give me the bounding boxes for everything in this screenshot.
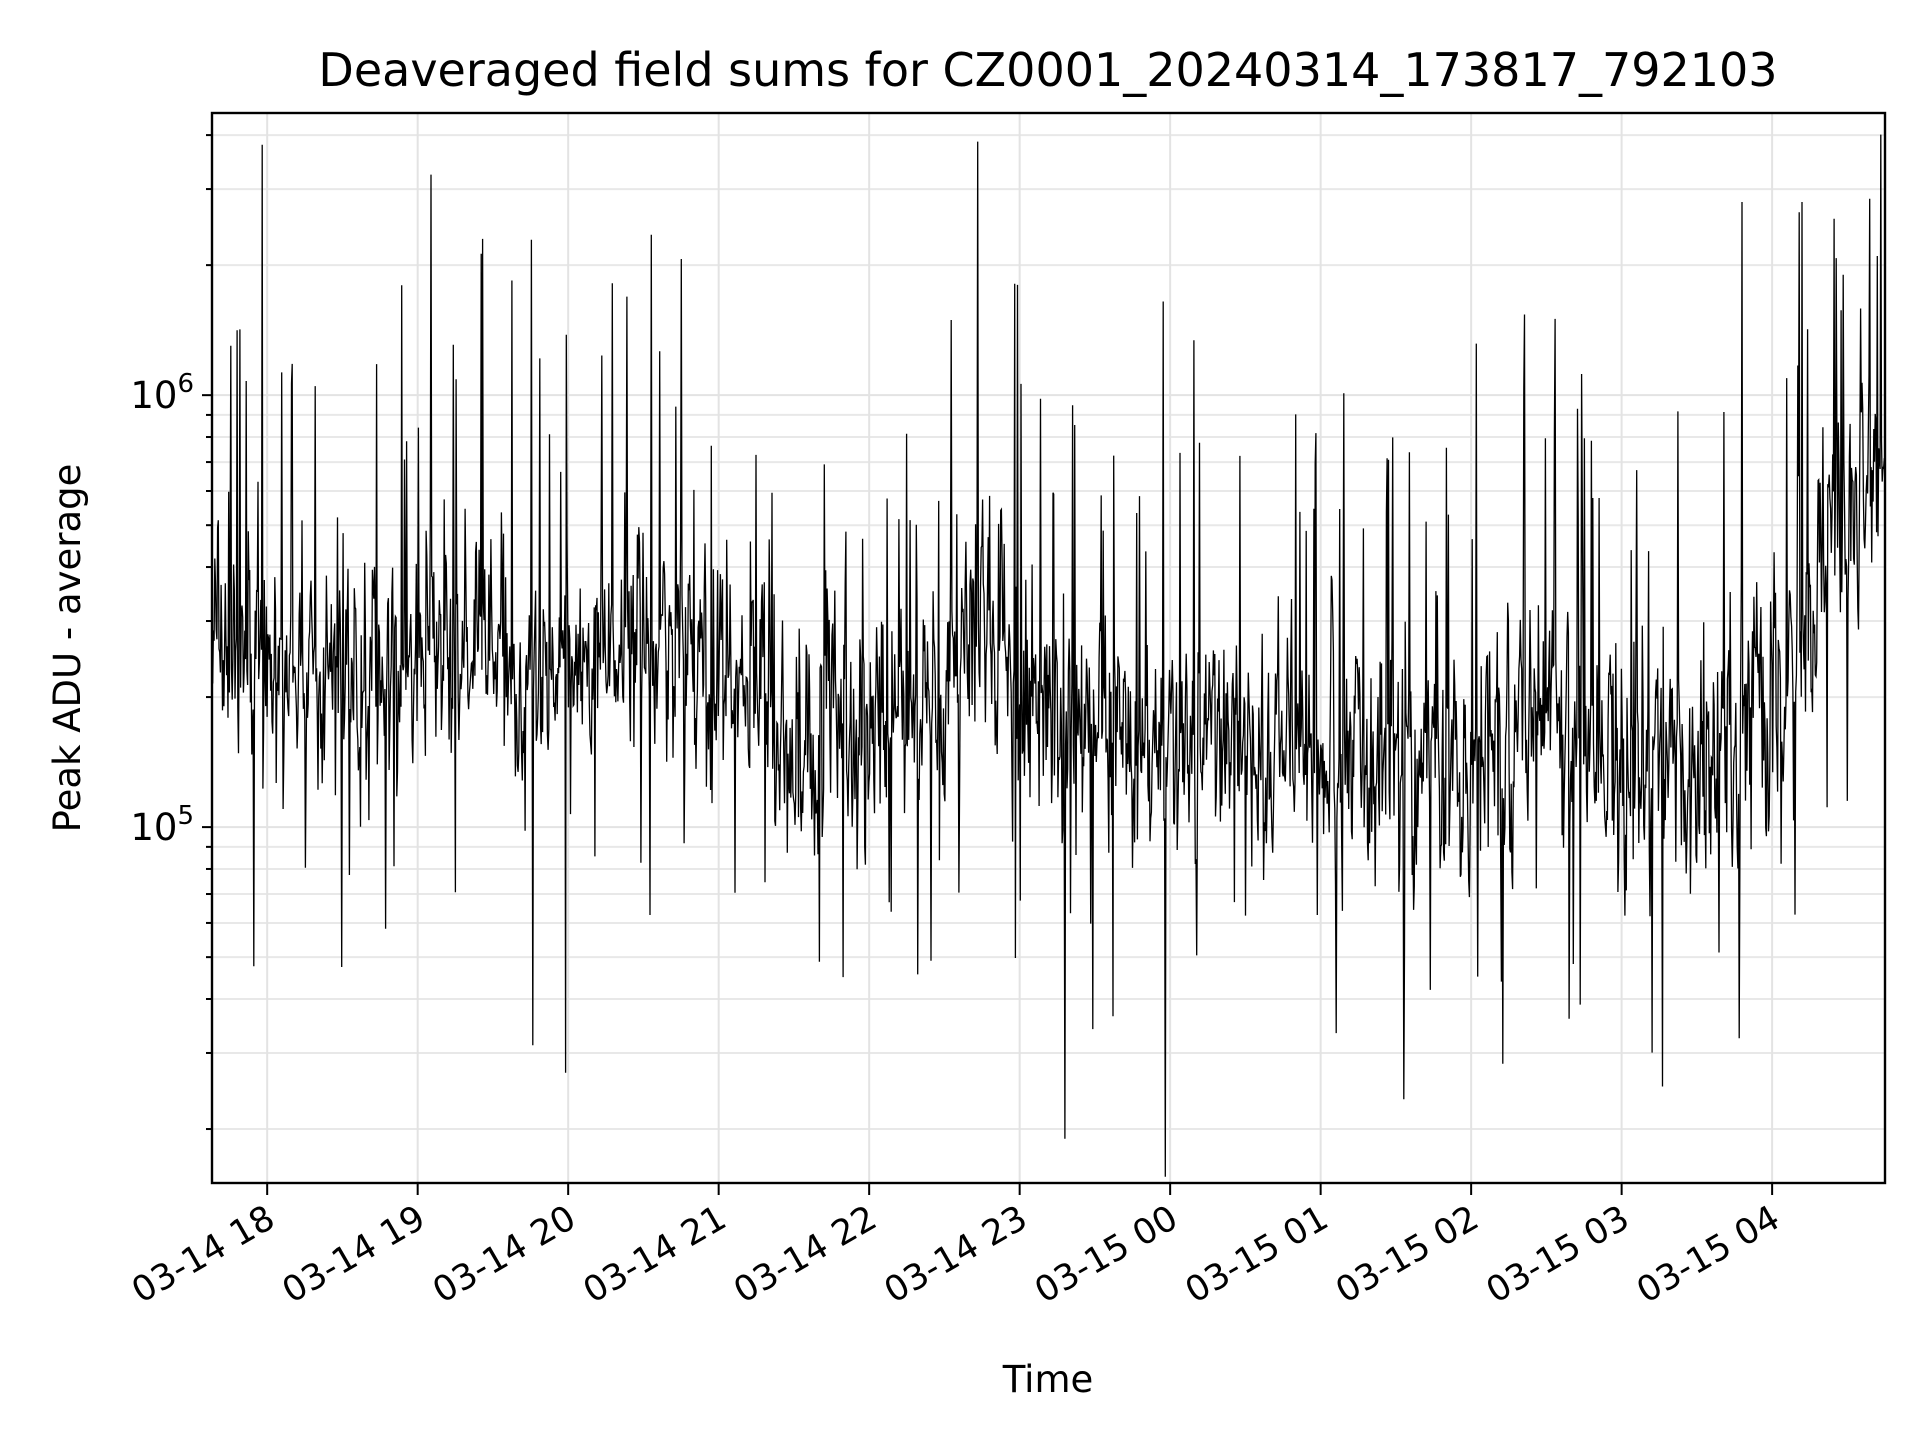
x-tick-label: 03-15 02 <box>1329 1198 1485 1311</box>
x-tick-label: 03-15 04 <box>1630 1198 1786 1311</box>
plot-frame <box>210 111 1887 1185</box>
y-tick-exponent: 5 <box>177 801 194 831</box>
x-tick-label: 03-14 21 <box>577 1198 733 1311</box>
series-line <box>211 134 1886 1177</box>
x-tick-label: 03-14 19 <box>276 1198 432 1311</box>
x-tick-label: 03-14 22 <box>727 1198 883 1311</box>
y-tick-exponent: 6 <box>177 369 194 399</box>
x-tick-label: 03-15 01 <box>1179 1198 1335 1311</box>
chart-title: Deaveraged field sums for CZ0001_2024031… <box>318 43 1777 97</box>
x-tick-label: 03-14 18 <box>125 1198 281 1311</box>
x-tick-label: 03-15 03 <box>1480 1198 1636 1311</box>
y-tick-base: 10 <box>130 806 177 849</box>
x-tick-label: 03-14 20 <box>426 1198 582 1311</box>
y-axis-label: Peak ADU - average <box>46 464 89 833</box>
y-tick-base: 10 <box>130 374 177 417</box>
y-tick-label: 105 <box>130 801 194 849</box>
x-tick-label: 03-14 23 <box>878 1198 1034 1311</box>
y-tick-label: 106 <box>130 369 194 417</box>
series-group <box>211 134 1886 1177</box>
x-axis-label: Time <box>1002 1358 1094 1401</box>
x-tick-label: 03-15 00 <box>1028 1198 1184 1311</box>
